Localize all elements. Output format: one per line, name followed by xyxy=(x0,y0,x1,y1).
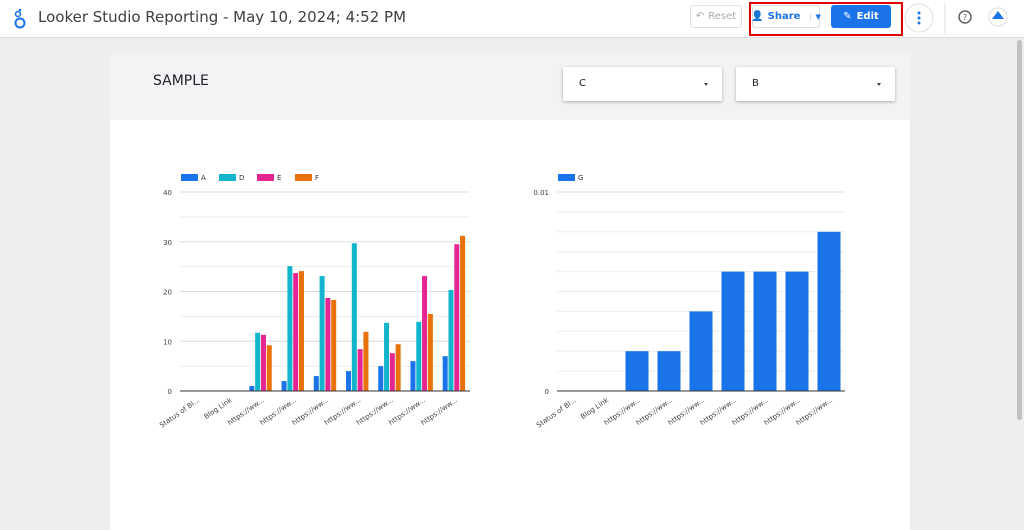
legend-swatch xyxy=(181,174,198,181)
legend-label: G xyxy=(578,174,583,182)
y-tick-label: 0.01 xyxy=(533,189,549,197)
bar xyxy=(689,311,713,391)
logo xyxy=(14,8,26,29)
edit-button[interactable]: ✎ Edit xyxy=(831,5,891,28)
bar xyxy=(293,273,299,391)
legend-swatch xyxy=(257,174,274,181)
bar xyxy=(319,276,325,391)
reset-label: Reset xyxy=(708,11,737,22)
x-tick-label: https://ww... xyxy=(420,396,459,427)
bar xyxy=(422,276,428,391)
legend-swatch xyxy=(558,174,575,181)
top-bar: Looker Studio Reporting - May 10, 2024; … xyxy=(0,0,1024,38)
report-title: SAMPLE xyxy=(153,73,209,89)
y-tick-label: 0 xyxy=(545,388,549,396)
bar xyxy=(325,297,331,391)
x-tick-label: Status of Bl... xyxy=(158,396,201,429)
bar xyxy=(313,376,319,391)
bar xyxy=(331,299,337,391)
bar xyxy=(281,381,287,391)
share-label: Share xyxy=(767,11,801,22)
bar xyxy=(785,271,809,391)
bar xyxy=(255,332,261,391)
share-button[interactable]: 👤 Share ▼ xyxy=(751,5,821,28)
legend-label: E xyxy=(277,174,281,182)
filter-dropdown[interactable]: C xyxy=(563,67,722,101)
y-tick-label: 40 xyxy=(163,189,172,197)
bar xyxy=(454,244,460,391)
legend-label: D xyxy=(239,174,244,182)
bar xyxy=(460,235,466,391)
bar xyxy=(363,331,369,391)
toolbar-icons: ? xyxy=(904,3,1008,35)
y-tick-label: 20 xyxy=(163,289,172,297)
bar xyxy=(427,313,433,391)
bar xyxy=(753,271,777,391)
bar xyxy=(657,351,681,391)
edit-label: Edit xyxy=(856,11,879,22)
bar xyxy=(817,231,841,391)
filter-dropdown[interactable]: B xyxy=(736,67,895,101)
bar xyxy=(378,366,384,391)
bar xyxy=(384,322,390,391)
bar xyxy=(625,351,649,391)
x-tick-label: Status of Bl... xyxy=(535,396,578,429)
bar xyxy=(266,345,272,391)
svg-text:?: ? xyxy=(963,13,967,22)
y-tick-label: 10 xyxy=(163,338,172,346)
bar xyxy=(448,290,454,391)
scrollbar[interactable] xyxy=(1017,40,1022,420)
bar xyxy=(298,271,304,391)
legend-label: F xyxy=(315,174,319,182)
help-button[interactable] xyxy=(958,10,972,24)
bar xyxy=(260,334,266,391)
reset-button[interactable]: ↶ Reset xyxy=(690,5,742,28)
legend-swatch xyxy=(219,174,236,181)
bar xyxy=(249,386,255,391)
y-tick-label: 30 xyxy=(163,239,172,247)
bar xyxy=(389,353,395,391)
legend-label: A xyxy=(201,174,206,182)
y-tick-label: 0 xyxy=(168,388,172,396)
report-name: Looker Studio Reporting - May 10, 2024; … xyxy=(38,8,407,26)
more-button[interactable] xyxy=(904,3,934,33)
bar xyxy=(410,361,416,391)
bar xyxy=(351,243,357,391)
bar xyxy=(346,371,352,391)
bar xyxy=(721,271,745,391)
bar xyxy=(357,349,363,391)
bar xyxy=(416,321,422,391)
bar xyxy=(287,266,293,391)
bar xyxy=(395,344,401,391)
bar xyxy=(442,356,448,391)
legend-swatch xyxy=(295,174,312,181)
highlight-box xyxy=(749,2,903,36)
